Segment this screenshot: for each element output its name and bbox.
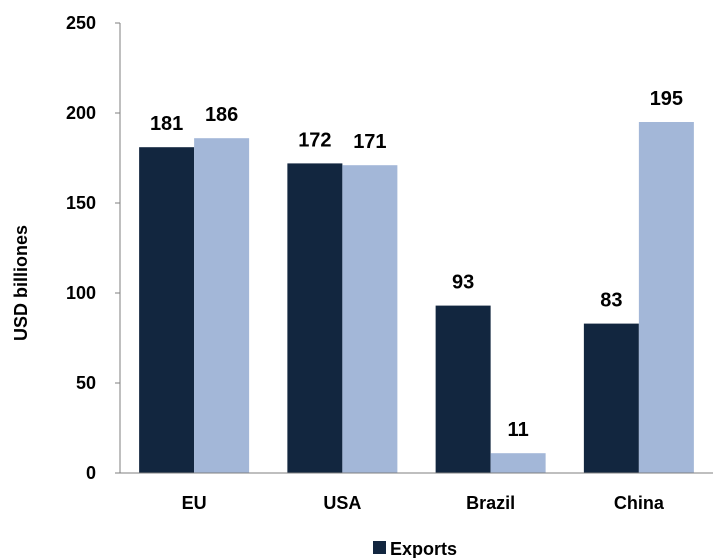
y-tick-label: 50 [76, 373, 96, 393]
bar-brazil-series2 [490, 453, 546, 473]
y-tick-label: 200 [66, 103, 96, 123]
x-category-label: EU [182, 493, 207, 513]
data-labels: 181 186 172 171 93 11 83 195 [150, 88, 683, 441]
legend: Exports [373, 539, 457, 558]
data-label: 181 [150, 113, 183, 135]
y-axis-ticks: 0 50 100 150 200 250 [66, 13, 120, 483]
data-label: 186 [205, 104, 238, 126]
data-label: 93 [452, 272, 474, 294]
bar-brazil-series1 [435, 305, 491, 473]
x-category-label: USA [323, 493, 361, 513]
bar-china-series2 [638, 122, 694, 473]
bar-eu-series1 [139, 147, 195, 473]
data-label: 11 [508, 419, 529, 441]
x-category-label: China [614, 493, 665, 513]
y-tick-label: 100 [66, 283, 96, 303]
legend-swatch-exports [373, 541, 386, 554]
y-tick-label: 0 [86, 463, 96, 483]
bar-eu-series2 [194, 138, 250, 473]
bar-china-series1 [583, 323, 639, 473]
legend-label-exports: Exports [390, 539, 457, 558]
data-label: 171 [353, 131, 386, 153]
x-category-label: Brazil [466, 493, 515, 513]
category-labels: EU USA Brazil China [182, 493, 665, 513]
data-label: 172 [298, 129, 331, 151]
data-label: 83 [600, 290, 622, 312]
bar-usa-series2 [342, 165, 398, 473]
y-axis-title: USD billiones [11, 225, 31, 341]
bar-usa-series1 [287, 163, 343, 473]
y-tick-label: 150 [66, 193, 96, 213]
data-label: 195 [650, 88, 683, 110]
bars [139, 122, 694, 473]
y-tick-label: 250 [66, 13, 96, 33]
